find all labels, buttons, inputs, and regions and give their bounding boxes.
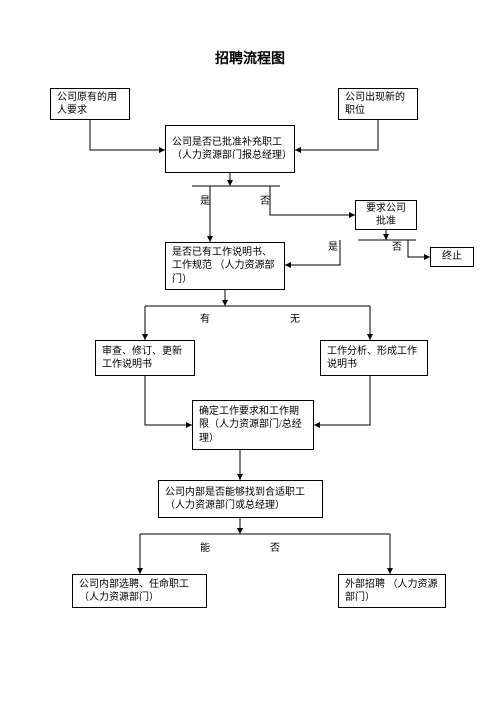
edge-label-l_have: 有	[200, 310, 210, 325]
node-n_exist: 公司原有的用人要求	[50, 88, 130, 120]
page-title: 招聘流程图	[0, 48, 500, 68]
node-n_analyze: 工作分析、形成工作说明书	[320, 340, 428, 376]
edge-label-l_no2: 否	[392, 238, 402, 253]
node-n_stop: 终止	[430, 247, 474, 267]
node-n_define: 确定工作要求和工作期限（人力资源部门/总经理）	[192, 400, 314, 450]
edge-label-l_no1: 否	[260, 192, 270, 207]
flowchart-canvas: 招聘流程图 公司原有的用人要求 公司出现新的职位公司是否已批准补充职工（人力资源部…	[0, 0, 500, 708]
edge-label-l_yes1: 是	[200, 192, 210, 207]
node-n_approve: 公司是否已批准补充职工（人力资源部门报总经理）	[165, 125, 295, 173]
node-n_external: 外部招聘 （人力资源部门）	[338, 574, 446, 608]
edge-label-l_cant: 否	[270, 539, 280, 554]
edge-label-l_yes2: 是	[328, 238, 338, 253]
node-n_review: 审查、修订、更新工作说明书	[95, 340, 195, 376]
node-n_newpos: 公司出现新的职位	[338, 88, 418, 120]
node-n_internal: 公司内部是否能够找到合适职工（人力资源部门或总经理）	[158, 480, 323, 518]
node-n_select: 公司内部选聘、任命职工 （人力资源部门）	[72, 574, 207, 608]
node-n_require: 要求公司批准	[355, 200, 417, 230]
edge-label-l_none: 无	[290, 310, 300, 325]
edge-label-l_can: 能	[200, 539, 210, 554]
node-n_hasjd: 是否已有工作说明书、工作规范 （人力资源部门）	[165, 242, 285, 290]
